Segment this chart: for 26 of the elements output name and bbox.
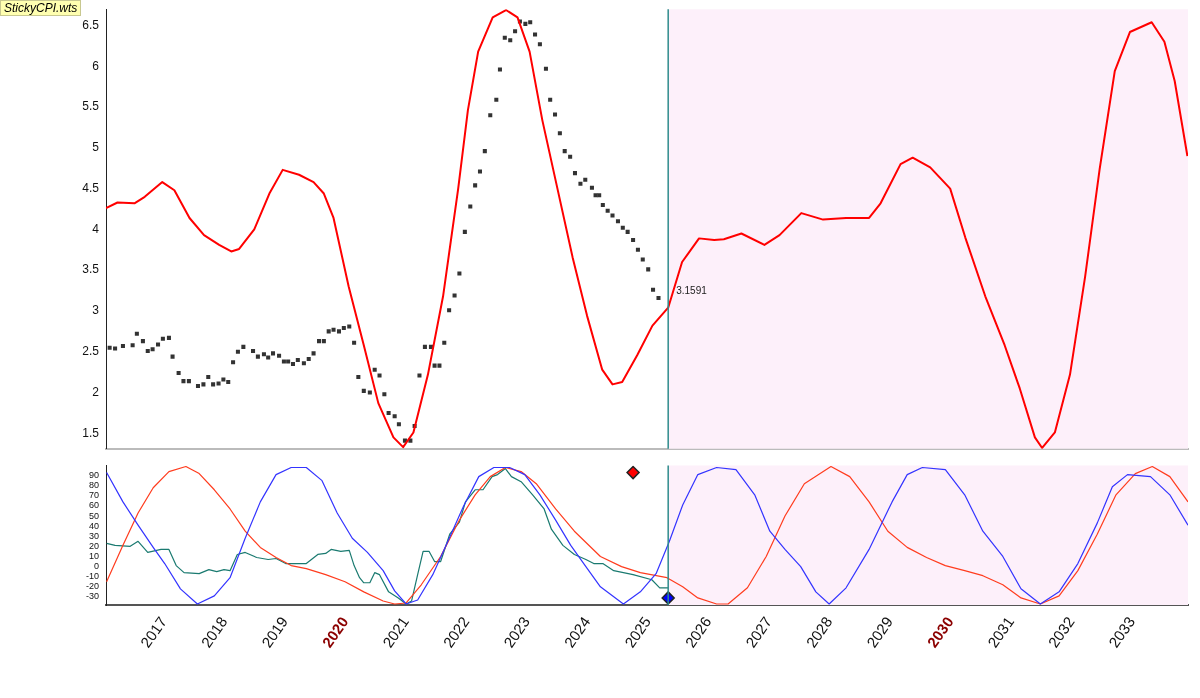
- y-tick-label: 5: [92, 140, 100, 155]
- y-tick-label: 60: [88, 500, 99, 511]
- y-tick-label: 80: [88, 480, 99, 491]
- y-tick-label: 2: [92, 384, 100, 399]
- y-tick-label: -10: [85, 571, 99, 582]
- y-tick-label: 6: [92, 58, 100, 73]
- y-tick-label: 6.5: [82, 17, 100, 32]
- y-tick-label: 4: [92, 221, 100, 236]
- y-tick-label: 10: [88, 550, 99, 561]
- y-tick-label: 5.5: [82, 99, 100, 114]
- y-tick-label: 90: [88, 470, 99, 481]
- y-tick-label: -30: [85, 591, 99, 602]
- y-tick-label: 50: [88, 510, 99, 521]
- y-tick-label: 30: [88, 530, 99, 541]
- y-tick-label: 0: [93, 561, 99, 572]
- y-tick-label: 4.5: [82, 180, 100, 195]
- y-tick-label: 3.5: [82, 262, 100, 277]
- annotation: 3.1591: [676, 284, 708, 296]
- y-tick-label: 40: [88, 520, 99, 531]
- y-tick-label: 3: [92, 303, 100, 318]
- y-tick-label: 20: [88, 540, 99, 551]
- y-tick-label: 70: [88, 490, 99, 501]
- y-tick-label: 1.5: [82, 425, 100, 440]
- chart-title: StickyCPI.wts: [0, 0, 82, 16]
- y-tick-label: 2.5: [82, 344, 100, 359]
- y-tick-label: -20: [85, 581, 99, 592]
